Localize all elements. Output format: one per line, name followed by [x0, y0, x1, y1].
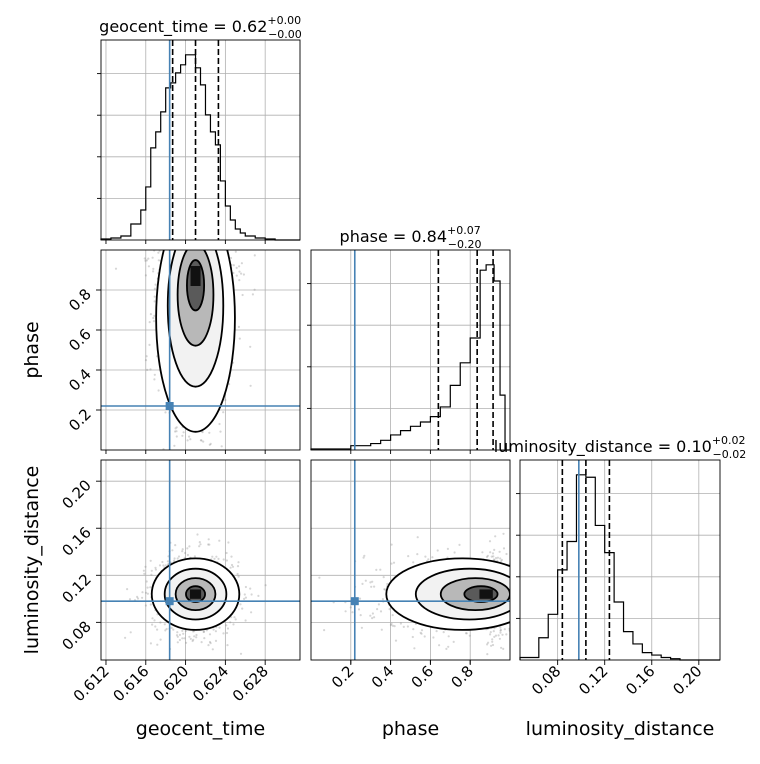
joint-density	[101, 460, 300, 660]
panel-phase-vs-luminosity_distance	[310, 459, 511, 661]
axes-frame	[310, 459, 511, 661]
histogram-luminosity_distance	[519, 474, 720, 661]
y-tick-label: 0.16	[58, 523, 94, 559]
y-tick-label: 0.2	[65, 405, 95, 435]
x-axis-label-luminosity_distance: luminosity_distance	[526, 718, 715, 740]
x-axis-label-phase: phase	[382, 718, 439, 740]
panel-title-luminosity_distance: luminosity_distance = 0.10+0.02 −0.02	[494, 434, 747, 461]
panel-geocent_time-hist: geocent_time = 0.62+0.00 −0.00	[97, 14, 302, 241]
x-tick-label: 0.2	[328, 662, 358, 692]
panel-phase-hist: phase = 0.84+0.07 −0.20	[307, 224, 511, 451]
panel-geocent_time-vs-phase	[100, 249, 301, 451]
density-peak	[190, 266, 201, 286]
axes-frame	[100, 39, 301, 241]
truth-marker	[350, 597, 359, 606]
x-axis-label-geocent_time: geocent_time	[136, 718, 265, 740]
x-tick-label: 0.12	[575, 662, 611, 698]
histogram-phase	[310, 264, 510, 451]
joint-density	[311, 460, 510, 660]
axes-frame	[100, 459, 301, 661]
x-tick-label: 0.624	[189, 662, 232, 705]
x-tick-label: 0.20	[669, 662, 705, 698]
density-peak	[189, 589, 202, 599]
axes-frame	[519, 459, 721, 661]
y-axis-label-phase: phase	[21, 321, 43, 378]
truth-marker	[165, 402, 174, 410]
x-tick-label: 0.4	[368, 662, 398, 692]
y-tick-label: 0.20	[58, 476, 94, 512]
x-tick-label: 0.628	[229, 662, 272, 705]
y-tick-label: 0.8	[65, 285, 95, 315]
truth-marker	[165, 597, 174, 606]
x-tick-label: 0.8	[447, 662, 477, 692]
panel-title-phase: phase = 0.84+0.07 −0.20	[340, 224, 482, 251]
y-tick-label: 0.12	[58, 570, 94, 606]
axes-frame	[100, 249, 301, 451]
y-tick-label: 0.4	[65, 365, 95, 395]
density-peak	[479, 589, 493, 599]
x-tick-label: 0.08	[528, 662, 564, 698]
histogram-geocent_time	[100, 54, 300, 241]
joint-density	[101, 250, 300, 450]
x-tick-label: 0.616	[110, 662, 153, 705]
y-tick-label: 0.08	[58, 617, 94, 653]
y-axis-label-luminosity_distance: luminosity_distance	[21, 466, 43, 655]
panel-luminosity_distance-hist: luminosity_distance = 0.10+0.02 −0.02	[494, 434, 747, 661]
panel-title-geocent_time: geocent_time = 0.62+0.00 −0.00	[99, 14, 302, 41]
x-tick-label: 0.612	[70, 662, 113, 705]
x-tick-label: 0.6	[408, 662, 438, 692]
axes-frame	[310, 249, 511, 451]
y-tick-label: 0.6	[65, 325, 95, 355]
x-tick-label: 0.620	[149, 662, 192, 705]
panel-geocent_time-vs-luminosity_distance	[100, 459, 301, 661]
x-tick-label: 0.16	[622, 662, 658, 698]
